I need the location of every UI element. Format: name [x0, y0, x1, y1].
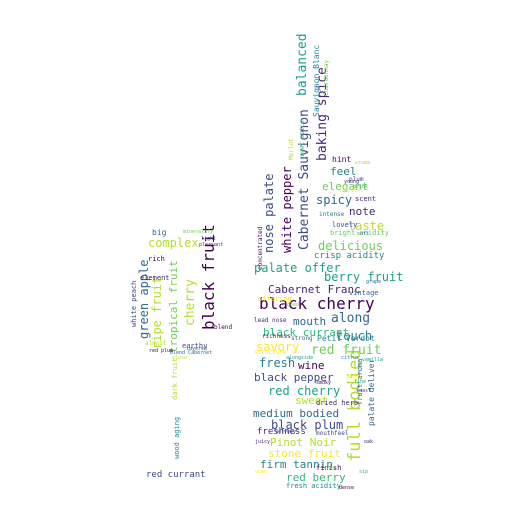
- word-cherry: cherry: [183, 279, 198, 326]
- word-citrus: citrus: [341, 355, 360, 361]
- word-berry-fruit: berry fruit: [324, 270, 404, 284]
- word-juicy: juicy: [255, 439, 271, 445]
- word-alongside: alongside: [286, 355, 314, 361]
- word-apricot: apricot: [342, 188, 364, 194]
- word-light: light: [201, 236, 217, 242]
- word-along: along: [331, 311, 371, 326]
- word-structure: structure: [254, 349, 287, 356]
- word-element: element: [140, 274, 170, 282]
- word-offering: offering: [258, 295, 292, 303]
- word-intense: intense: [319, 211, 345, 218]
- word-almost: almost: [145, 340, 167, 347]
- word-grape: grape: [366, 279, 382, 285]
- word-touch: touch: [336, 329, 373, 343]
- word-fresh: fresh: [259, 356, 296, 370]
- word-sweet-spice: sweet spice: [299, 120, 306, 160]
- word-white-pepper: white pepper: [280, 166, 294, 253]
- word-plum: plum: [349, 176, 364, 183]
- word-white-peach: white peach: [130, 280, 138, 327]
- word-earthy: earthy: [182, 342, 208, 350]
- word-tropical-fruit: tropical fruit: [167, 260, 180, 353]
- word-black-cherry: black cherry: [259, 294, 375, 313]
- word-bright-acidity: bright acidity: [330, 229, 390, 237]
- word-ripe-fruit: ripe fruit: [150, 276, 164, 349]
- word-pinot-noir: Pinot Noir: [270, 436, 337, 449]
- word-elegant: elegant: [322, 180, 369, 193]
- word-strong: strong: [291, 335, 313, 342]
- word-pleasant: pleasant: [199, 242, 224, 248]
- word-red-cherry: red cherry: [268, 384, 341, 398]
- word-young: young: [344, 179, 360, 185]
- word-red-currant: red currant: [146, 470, 206, 480]
- word-wine: wine: [298, 359, 325, 372]
- word-red-plum: red plum: [149, 348, 174, 354]
- word-rose: rose: [324, 465, 337, 471]
- word-medium-bodied: medium bodied: [253, 407, 340, 420]
- word-sauvignon-blanc: Sauvignon Blanc: [312, 44, 321, 117]
- word-lead-nose: lead nose: [254, 317, 287, 324]
- word-close: close: [172, 355, 188, 361]
- word-stone-fruit: stone fruit: [268, 447, 341, 460]
- word-concentrated: concentrated: [257, 226, 264, 270]
- word-smoky: smoky: [316, 380, 332, 386]
- word-toast: toast: [356, 388, 372, 394]
- word-fine: fine: [354, 379, 367, 385]
- word-lovely: lovely: [332, 221, 358, 229]
- word-black-plum: black plum: [271, 418, 344, 432]
- word-crisp-acidity: crisp acidity: [314, 251, 385, 261]
- word-richness: richness: [262, 333, 291, 340]
- word-scent: scent: [355, 195, 377, 203]
- word-mouthfeel: mouthfeel: [316, 430, 349, 437]
- word-oak: oak: [364, 439, 374, 445]
- word-big: big: [152, 228, 167, 237]
- word-spicy: spicy: [316, 193, 353, 207]
- word-mouth: mouth: [293, 315, 327, 328]
- word-wood-aging: wood aging: [173, 416, 181, 459]
- word-petit-verdot: Petit Verdot: [317, 334, 375, 343]
- word-vintage: vintage: [349, 289, 379, 297]
- word-red-fruit: red fruit: [311, 343, 382, 358]
- word-savory: savory: [256, 340, 300, 354]
- word-delicious: delicious: [318, 239, 384, 253]
- word-aroma: aroma: [355, 160, 371, 166]
- word-sip: sip: [359, 469, 369, 475]
- word-nose-palate: nose palate: [262, 173, 276, 253]
- word-minerality: minerality: [183, 229, 214, 235]
- word-velvety: velvety: [275, 429, 297, 435]
- word-freshness: freshness: [257, 427, 306, 437]
- word-soft: soft: [357, 231, 370, 237]
- word-dark-fruit: dark fruit: [171, 357, 179, 400]
- word-merlot: Merlot: [288, 138, 295, 160]
- word-dense: dense: [339, 485, 355, 491]
- word-blend: blend: [214, 324, 233, 331]
- word-balanced: balanced: [295, 33, 310, 96]
- word-vanilla: vanilla: [362, 357, 384, 363]
- word-chardonnay: Chardonnay: [323, 59, 330, 96]
- word-black-pepper: black pepper: [254, 371, 334, 384]
- word-rich: rich: [148, 255, 165, 263]
- word-good: good: [287, 302, 300, 308]
- word-hint: hint: [332, 155, 352, 164]
- word-finish: finish: [316, 464, 342, 472]
- word-complex: complex: [148, 236, 199, 250]
- word-blend-cabernet: blend Cabernet: [170, 350, 213, 356]
- word-firm-tannin: firm tannin: [260, 458, 333, 471]
- word-note: note: [349, 205, 376, 218]
- word-red-berry: red berry: [286, 471, 346, 484]
- word-feel: feel: [330, 165, 357, 178]
- word-drink: drink: [353, 184, 369, 190]
- word-taste: taste: [348, 219, 385, 233]
- word-sweet: sweet: [295, 394, 329, 407]
- word-palate-offer: palate offer: [254, 261, 341, 275]
- word-open: open: [255, 469, 268, 475]
- word-green-apple: green apple: [137, 259, 151, 339]
- word-black-currant: black currant: [263, 326, 350, 339]
- word-fresh-acidity: fresh acidity: [286, 482, 341, 490]
- word-dried-herb: dried herb: [316, 399, 359, 407]
- word-cabernet-franc: Cabernet Franc: [268, 283, 361, 296]
- word-zesty: zesty: [346, 375, 362, 381]
- word-layered: layered: [186, 346, 208, 352]
